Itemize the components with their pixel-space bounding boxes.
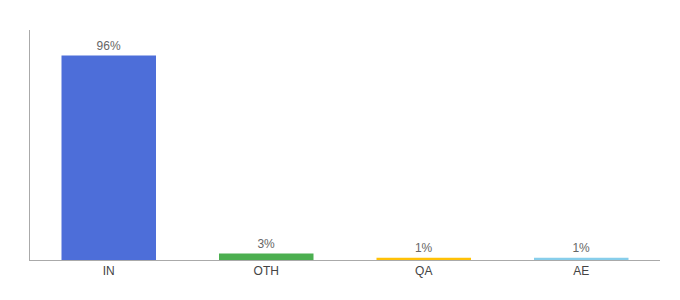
svg-text:96%: 96% <box>97 39 121 53</box>
svg-text:3%: 3% <box>257 237 275 251</box>
svg-text:QA: QA <box>415 264 432 278</box>
svg-text:1%: 1% <box>572 241 590 255</box>
svg-text:1%: 1% <box>415 241 433 255</box>
svg-text:IN: IN <box>103 264 115 278</box>
svg-text:AE: AE <box>573 264 589 278</box>
svg-text:OTH: OTH <box>254 264 279 278</box>
